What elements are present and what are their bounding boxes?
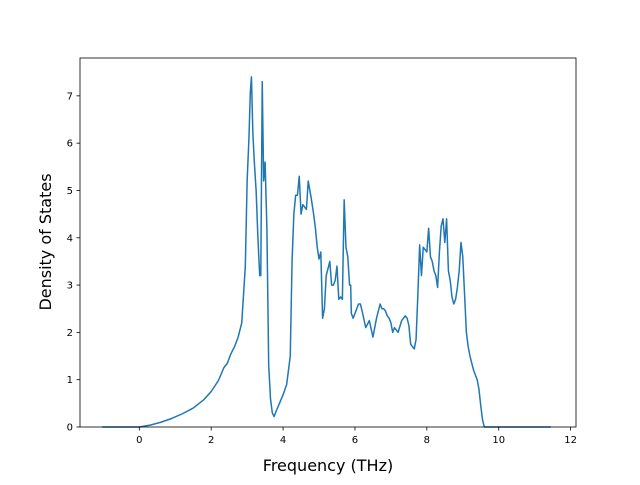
x-tick-label: 8 [424,435,430,446]
dos-series-line-0 [102,76,551,428]
x-tick-label: 2 [208,435,214,446]
x-tick-label: 0 [136,435,142,446]
y-tick-label: 6 [67,139,73,150]
y-tick-label: 0 [67,423,73,434]
y-tick-label: 7 [67,91,73,102]
y-tick-label: 1 [67,375,73,386]
x-tick-label: 6 [352,435,358,446]
x-tick-label: 10 [492,435,505,446]
plot-frame [79,57,577,428]
y-tick-label: 3 [67,281,73,292]
x-tick-label: 4 [280,435,286,446]
y-tick-label: 5 [67,186,73,197]
y-tick-label: 4 [67,233,73,244]
x-axis-label: Frequency (THz) [263,456,393,475]
y-axis-label: Density of States [36,173,55,310]
y-tick-label: 2 [67,328,73,339]
x-tick-label: 12 [564,435,577,446]
plot-area [79,57,577,428]
